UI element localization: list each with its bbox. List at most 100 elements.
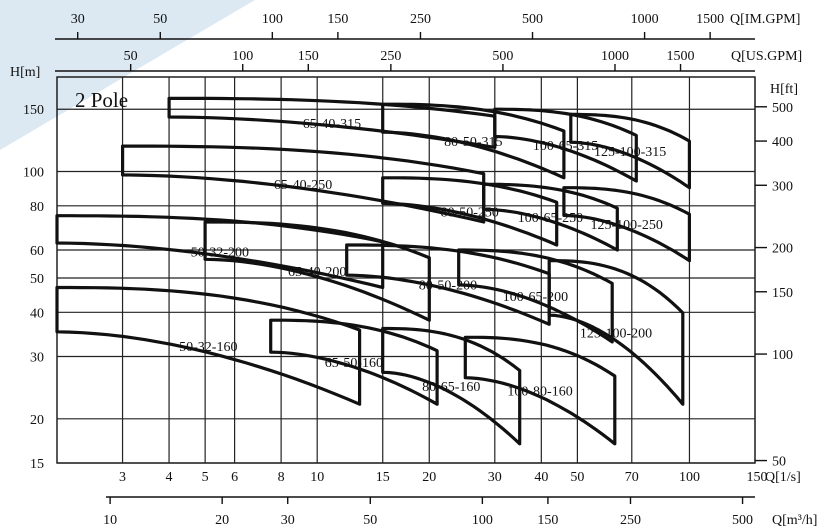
pump-model-label: 100-80-160	[507, 385, 572, 400]
x-m3h-tick-label: 10	[103, 513, 117, 528]
pump-model-label: 65-50-160	[325, 356, 383, 371]
x-imgpm-tick-label: 150	[327, 12, 348, 27]
y-right-axis-label: H[ft]	[770, 82, 798, 97]
x-ls-tick-label: 50	[570, 470, 584, 485]
pump-curve-50-32-200	[55, 214, 385, 290]
pump-model-label: 100-65-315	[533, 139, 598, 154]
x-usgpm-tick-label: 500	[492, 49, 513, 64]
pump-model-label: 125-100-250	[591, 218, 663, 233]
x-m3h-tick-label: 20	[215, 513, 229, 528]
x-m3h-tick-label: 30	[281, 513, 295, 528]
x-ls-tick-label: 20	[422, 470, 436, 485]
x-usgpm-tick-label: 150	[298, 49, 319, 64]
pump-curves	[55, 96, 691, 446]
x-ls-tick-label: 4	[166, 470, 173, 485]
y-left-tick-label: 20	[30, 413, 44, 428]
y-left-tick-label: 100	[23, 166, 44, 181]
y-right-tick-label: 300	[772, 179, 793, 194]
x-ls-tick-label: 150	[747, 470, 768, 485]
y-right-tick-label: 500	[772, 101, 793, 116]
pump-curve-50-32-160	[55, 285, 362, 406]
pump-curve-80-50-315	[381, 102, 566, 180]
y-left-tick-label: 30	[30, 351, 44, 366]
y-left-tick-label: 15	[30, 457, 44, 472]
y-right-tick-label: 150	[772, 286, 793, 301]
x-imgpm-tick-label: 100	[262, 12, 283, 27]
x-usgpm-tick-label: 100	[232, 49, 253, 64]
y-left-tick-label: 40	[30, 306, 44, 321]
pump-model-label: 65-40-315	[303, 117, 361, 132]
pump-curve-80-50-250	[381, 176, 559, 247]
x-m3h-tick-label: 250	[620, 513, 641, 528]
x-usgpm-tick-label: 1500	[667, 49, 695, 64]
pump-curve-125-100-250	[562, 186, 691, 263]
x-ls-tick-label: 30	[488, 470, 502, 485]
pump-curve-80-65-160	[381, 326, 522, 446]
pump-curve-65-40-315	[167, 96, 497, 149]
pump-model-label: 65-40-250	[274, 178, 332, 193]
pump-curve-80-50-200	[345, 243, 551, 326]
pump-model-label: 125-100-315	[594, 145, 666, 160]
pump-curve-100-65-200	[457, 248, 614, 344]
pump-curve-100-65-315	[493, 107, 638, 183]
x-usgpm-axis-label: Q[US.GPM]	[731, 49, 802, 64]
x-ls-axis-label: Q[1/s]	[765, 470, 801, 485]
x-imgpm-axis-label: Q[IM.GPM]	[730, 12, 800, 27]
x-imgpm-tick-label: 250	[410, 12, 431, 27]
x-usgpm-tick-label: 50	[124, 49, 138, 64]
pump-model-label: 50-32-160	[179, 340, 237, 355]
axes: 15 20 30 40 50 60 80 100 150 H[m] 50 100 150 200 300 40…	[10, 12, 817, 528]
y-left-axis-label: H[m]	[10, 65, 40, 80]
x-ls-tick-label: 70	[625, 470, 639, 485]
y-left-tick-label: 150	[23, 103, 44, 118]
pump-model-label: 80-50-315	[444, 135, 502, 150]
x-m3h-tick-label: 500	[732, 513, 753, 528]
x-imgpm-tick-label: 50	[153, 12, 167, 27]
x-ls-tick-label: 15	[376, 470, 390, 485]
pump-model-label: 100-65-200	[503, 290, 568, 305]
corner-decoration	[0, 0, 255, 150]
grid	[56, 76, 756, 464]
x-m3h-axis-label: Q[m³/h]	[772, 513, 817, 528]
x-imgpm-tick-label: 1000	[631, 12, 659, 27]
chart-title: 2 Pole	[75, 88, 128, 112]
x-ls-tick-label: 5	[202, 470, 209, 485]
y-left-tick-label: 50	[30, 272, 44, 287]
pump-model-label: 80-50-200	[419, 279, 477, 294]
x-ls-tick-label: 8	[278, 470, 285, 485]
x-ls-tick-label: 3	[119, 470, 126, 485]
y-right-tick-label: 50	[772, 455, 786, 470]
pump-model-label: 80-65-160	[422, 380, 480, 395]
x-m3h-tick-label: 150	[537, 513, 558, 528]
pump-model-label: 50-32-200	[191, 246, 249, 261]
pump-curve-100-65-250	[482, 182, 619, 252]
pump-model-label: 80-50-250	[441, 205, 499, 220]
x-usgpm-tick-label: 1000	[601, 49, 629, 64]
x-m3h-tick-label: 100	[472, 513, 493, 528]
pump-curve-65-40-250	[121, 144, 486, 224]
x-ls-tick-label: 40	[534, 470, 548, 485]
x-imgpm-tick-label: 30	[71, 12, 85, 27]
pump-curve-65-40-200	[203, 220, 431, 322]
pump-model-label: 100-65-250	[518, 211, 583, 226]
pump-curve-100-80-160	[463, 335, 617, 446]
x-usgpm-tick-label: 250	[380, 49, 401, 64]
pump-curve-65-50-160	[269, 318, 439, 406]
pump-curve-125-100-315	[569, 112, 691, 190]
y-right-tick-label: 200	[772, 242, 793, 257]
x-ls-tick-label: 100	[679, 470, 700, 485]
x-ls-tick-label: 6	[231, 470, 238, 485]
x-imgpm-tick-label: 1500	[696, 12, 724, 27]
y-left-tick-label: 60	[30, 244, 44, 259]
x-ls-tick-label: 10	[310, 470, 324, 485]
y-right-tick-label: 400	[772, 135, 793, 150]
pump-model-label: 65-40-200	[288, 265, 346, 280]
y-left-tick-label: 80	[30, 200, 44, 215]
x-imgpm-tick-label: 500	[522, 12, 543, 27]
y-right-tick-label: 100	[772, 348, 793, 363]
pump-curve-125-100-200	[547, 259, 685, 406]
pump-model-label: 125-100-200	[580, 326, 652, 341]
x-m3h-tick-label: 50	[363, 513, 377, 528]
